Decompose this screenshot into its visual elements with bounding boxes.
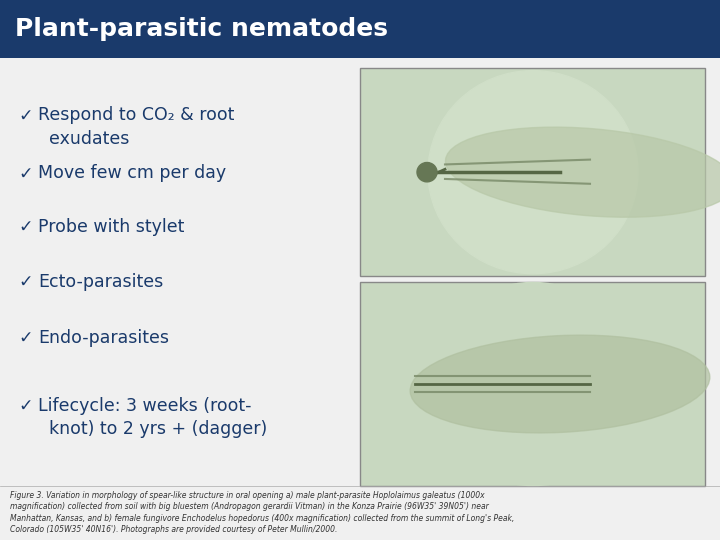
Text: Probe with stylet: Probe with stylet [38, 218, 184, 235]
Text: ✓: ✓ [18, 396, 32, 415]
Text: Endo-parasites: Endo-parasites [38, 329, 169, 347]
Text: Move few cm per day: Move few cm per day [38, 165, 226, 183]
Ellipse shape [446, 127, 720, 217]
Circle shape [428, 282, 638, 485]
Circle shape [417, 163, 437, 182]
Text: ✓: ✓ [18, 106, 32, 124]
Ellipse shape [410, 335, 710, 433]
Text: ✓: ✓ [18, 329, 32, 347]
Text: Ecto-parasites: Ecto-parasites [38, 273, 163, 291]
FancyBboxPatch shape [0, 0, 720, 58]
Text: ✓: ✓ [18, 273, 32, 291]
FancyBboxPatch shape [360, 68, 705, 276]
Text: Figure 3. Variation in morphology of spear-like structure in oral opening a) mal: Figure 3. Variation in morphology of spe… [10, 491, 514, 534]
Circle shape [428, 71, 638, 274]
Text: Lifecycle: 3 weeks (root-
  knot) to 2 yrs + (dagger): Lifecycle: 3 weeks (root- knot) to 2 yrs… [38, 396, 267, 438]
Text: ✓: ✓ [18, 165, 32, 183]
Text: ✓: ✓ [18, 218, 32, 235]
Text: Plant-parasitic nematodes: Plant-parasitic nematodes [15, 17, 388, 41]
Text: Respond to CO₂ & root
  exudates: Respond to CO₂ & root exudates [38, 106, 235, 148]
FancyBboxPatch shape [360, 282, 705, 485]
